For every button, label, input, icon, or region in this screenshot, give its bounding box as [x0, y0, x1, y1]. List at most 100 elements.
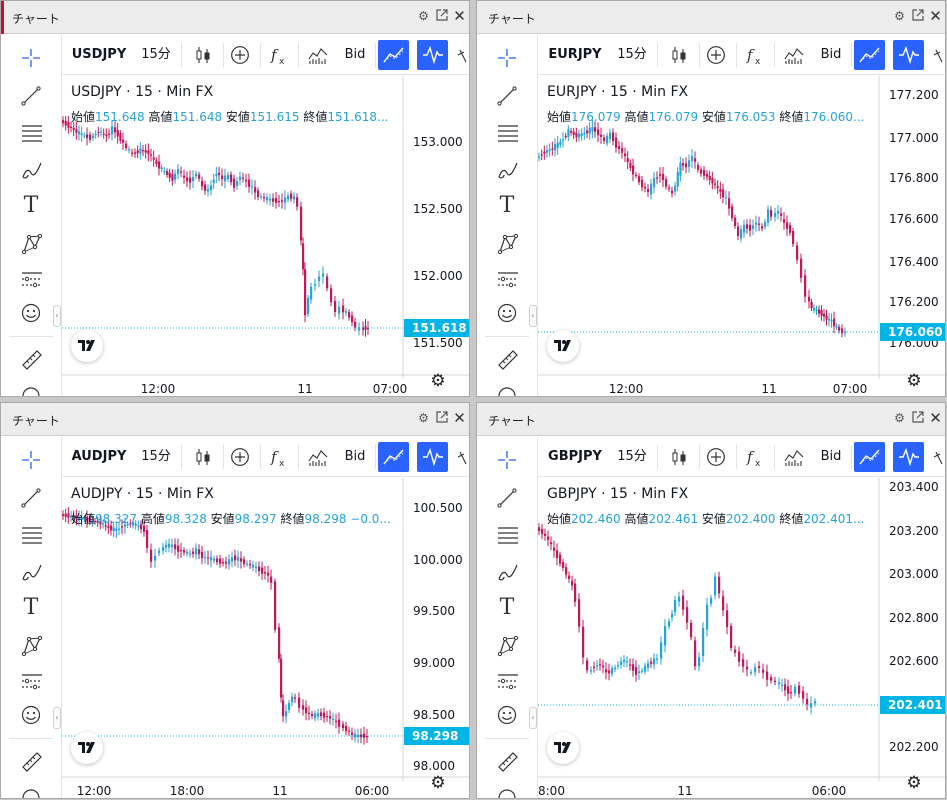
- brush-icon[interactable]: [14, 155, 48, 185]
- emoji-icon[interactable]: [14, 298, 48, 328]
- crosshair-icon[interactable]: [14, 445, 48, 475]
- more-tools-icon[interactable]: [932, 48, 944, 63]
- bid-button[interactable]: Bid: [344, 449, 366, 464]
- trendline-icon[interactable]: [490, 81, 524, 111]
- tradingview-logo[interactable]: [547, 330, 579, 362]
- collapse-toolbar-button[interactable]: ‹: [53, 707, 61, 729]
- more-tools-icon[interactable]: [456, 48, 468, 63]
- emoji-icon[interactable]: [490, 700, 524, 730]
- magnet-icon[interactable]: [490, 381, 524, 396]
- wave-icon[interactable]: [893, 442, 924, 472]
- candles-icon[interactable]: [662, 40, 696, 70]
- price-chart[interactable]: 177.200 177.000 176.800 176.600 176.400 176.2…: [538, 76, 946, 397]
- line-icon[interactable]: [378, 442, 409, 472]
- tradingview-logo[interactable]: [71, 330, 103, 362]
- price-chart[interactable]: 100.500 100.000 99.500 99.000 98.500 98.000 98…: [62, 478, 470, 799]
- line-icon[interactable]: [378, 40, 409, 70]
- line-icon[interactable]: [854, 442, 885, 472]
- candles-icon[interactable]: [186, 442, 220, 472]
- fib-icon[interactable]: [490, 520, 524, 550]
- interval-button[interactable]: 15分: [617, 449, 647, 464]
- ruler-icon[interactable]: [14, 746, 48, 776]
- tradingview-logo[interactable]: [71, 732, 103, 764]
- brush-icon[interactable]: [14, 557, 48, 587]
- text-icon[interactable]: T: [23, 595, 39, 620]
- close-icon[interactable]: ✕: [453, 409, 466, 427]
- text-icon[interactable]: T: [499, 193, 515, 218]
- prediction-icon[interactable]: [14, 666, 48, 696]
- popout-icon[interactable]: [434, 411, 449, 426]
- wave-icon[interactable]: [893, 40, 924, 70]
- text-icon[interactable]: T: [499, 595, 515, 620]
- pattern-icon[interactable]: [490, 228, 524, 258]
- trendline-icon[interactable]: [490, 483, 524, 513]
- compare-icon[interactable]: [223, 442, 257, 472]
- chart-area[interactable]: 100.500 100.000 99.500 99.000 98.500 98.000 98…: [62, 478, 470, 799]
- gear-icon[interactable]: ⚙: [894, 9, 905, 23]
- magnet-icon[interactable]: [490, 783, 524, 798]
- chart-settings-icon[interactable]: ⚙: [906, 773, 922, 793]
- gear-icon[interactable]: ⚙: [418, 9, 429, 23]
- popout-icon[interactable]: [910, 411, 925, 426]
- candles-icon[interactable]: [186, 40, 220, 70]
- symbol-button[interactable]: AUDJPY: [71, 449, 127, 464]
- compare-icon[interactable]: [223, 40, 257, 70]
- ruler-icon[interactable]: [490, 746, 524, 776]
- chart-settings-icon[interactable]: ⚙: [430, 371, 446, 391]
- emoji-icon[interactable]: [14, 700, 48, 730]
- wave-icon[interactable]: [417, 40, 448, 70]
- collapse-toolbar-button[interactable]: ‹: [529, 707, 537, 729]
- prediction-icon[interactable]: [490, 264, 524, 294]
- close-icon[interactable]: ✕: [929, 7, 942, 25]
- trendline-icon[interactable]: [14, 81, 48, 111]
- crosshair-icon[interactable]: [490, 445, 524, 475]
- collapse-toolbar-button[interactable]: ‹: [529, 305, 537, 327]
- fib-icon[interactable]: [490, 118, 524, 148]
- chart-area[interactable]: 203.400 203.200 203.000 202.800 202.600 202.4…: [538, 478, 946, 799]
- line-icon[interactable]: [854, 40, 885, 70]
- bid-button[interactable]: Bid: [344, 47, 366, 62]
- chart-area[interactable]: 177.200 177.000 176.800 176.600 176.400 176.2…: [538, 76, 946, 397]
- chart-icon[interactable]: [776, 442, 810, 472]
- interval-button[interactable]: 15分: [617, 47, 647, 62]
- close-icon[interactable]: ✕: [453, 7, 466, 25]
- chart-settings-icon[interactable]: ⚙: [430, 773, 446, 793]
- interval-button[interactable]: 15分: [141, 449, 171, 464]
- more-tools-icon[interactable]: [932, 450, 944, 465]
- candles-icon[interactable]: [662, 442, 696, 472]
- pattern-icon[interactable]: [14, 630, 48, 660]
- tradingview-logo[interactable]: [547, 732, 579, 764]
- popout-icon[interactable]: [910, 9, 925, 24]
- magnet-icon[interactable]: [14, 381, 48, 396]
- gear-icon[interactable]: ⚙: [418, 411, 429, 425]
- symbol-button[interactable]: GBPJPY: [548, 449, 602, 464]
- crosshair-icon[interactable]: [14, 43, 48, 73]
- text-icon[interactable]: T: [23, 193, 39, 218]
- price-chart[interactable]: 203.400 203.200 203.000 202.800 202.600 202.4…: [538, 478, 946, 799]
- crosshair-icon[interactable]: [490, 43, 524, 73]
- symbol-button[interactable]: USDJPY: [71, 47, 127, 62]
- ruler-icon[interactable]: [14, 344, 48, 374]
- chart-icon[interactable]: [300, 40, 334, 70]
- gear-icon[interactable]: ⚙: [894, 411, 905, 425]
- compare-icon[interactable]: [699, 442, 733, 472]
- ruler-icon[interactable]: [490, 344, 524, 374]
- chart-icon[interactable]: [300, 442, 334, 472]
- chart-settings-icon[interactable]: ⚙: [906, 371, 922, 391]
- prediction-icon[interactable]: [490, 666, 524, 696]
- compare-icon[interactable]: [699, 40, 733, 70]
- prediction-icon[interactable]: [14, 264, 48, 294]
- trendline-icon[interactable]: [14, 483, 48, 513]
- close-icon[interactable]: ✕: [929, 409, 942, 427]
- magnet-icon[interactable]: [14, 783, 48, 798]
- interval-button[interactable]: 15分: [141, 47, 171, 62]
- wave-icon[interactable]: [417, 442, 448, 472]
- pattern-icon[interactable]: [490, 630, 524, 660]
- bid-button[interactable]: Bid: [820, 47, 842, 62]
- fib-icon[interactable]: [14, 520, 48, 550]
